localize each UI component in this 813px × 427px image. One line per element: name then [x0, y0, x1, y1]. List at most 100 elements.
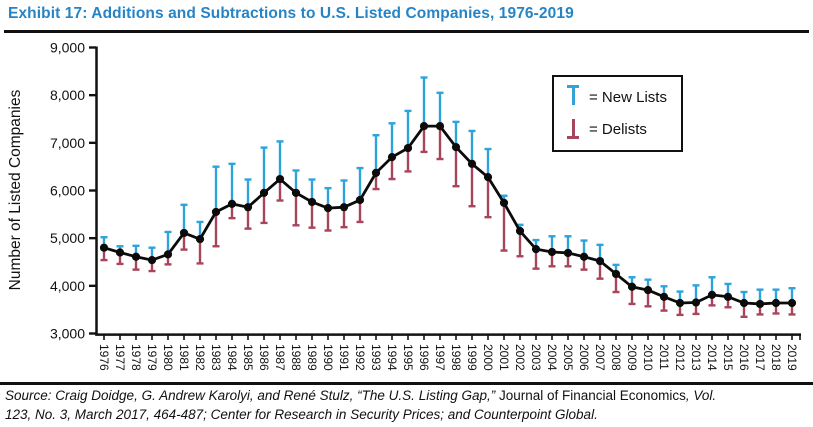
x-tick-label: 1983 — [209, 344, 223, 371]
x-tick-label: 1976 — [97, 344, 111, 371]
chart-legend: = New Lists = Delists — [552, 75, 683, 152]
data-point — [115, 248, 125, 257]
x-tick-label: 2003 — [529, 344, 543, 371]
x-tick-label: 1979 — [145, 344, 159, 371]
source-divider — [0, 382, 813, 385]
data-point — [739, 298, 749, 308]
x-tick-label: 2002 — [513, 344, 527, 371]
x-tick-label: 2009 — [625, 344, 639, 371]
x-tick-label: 1988 — [289, 344, 303, 371]
source-line-2: 123, No. 3, March 2017, 464-487; Center … — [5, 406, 808, 425]
data-point — [99, 243, 109, 252]
page-title: Exhibit 17: Additions and Subtractions t… — [8, 5, 574, 22]
data-point — [499, 198, 509, 207]
data-point — [355, 195, 365, 205]
data-point — [371, 168, 381, 177]
x-tick-label: 2019 — [785, 344, 799, 371]
x-tick-label: 1981 — [177, 344, 191, 371]
x-tick-label: 2011 — [657, 344, 671, 370]
x-tick-label: 1995 — [401, 344, 415, 371]
x-tick-label: 2004 — [545, 344, 559, 371]
data-point — [771, 298, 781, 308]
legend-delists-label: = Delists — [589, 121, 647, 139]
x-tick-label: 2015 — [721, 344, 735, 371]
source-note: Source: Craig Doidge, G. Andrew Karolyi,… — [5, 387, 808, 424]
x-tick-label: 1989 — [305, 344, 319, 371]
x-tick-label: 2006 — [577, 344, 591, 371]
y-tick-label: 6,000 — [50, 183, 85, 199]
data-point — [691, 298, 701, 307]
x-tick-label: 1980 — [161, 344, 175, 371]
data-point — [579, 252, 589, 261]
data-point — [531, 245, 541, 254]
source-text: , Vol. — [685, 388, 717, 403]
x-tick-label: 2000 — [481, 344, 495, 371]
x-tick-label: 2005 — [561, 344, 575, 371]
data-point — [291, 188, 301, 197]
listed-companies-line — [103, 124, 792, 306]
y-tick-label: 7,000 — [50, 135, 85, 151]
x-tick-label: 2014 — [705, 344, 719, 371]
data-point — [211, 207, 221, 217]
x-tick-label: 2001 — [497, 344, 511, 371]
x-tick-label: 1987 — [273, 344, 287, 371]
x-tick-label: 1997 — [433, 344, 447, 371]
data-point — [227, 199, 237, 208]
data-point — [131, 252, 141, 261]
source-text: 123, No. 3, March 2017, 464-487; Center … — [5, 406, 598, 422]
data-point — [595, 256, 605, 266]
data-point — [755, 299, 765, 309]
x-tick-label: 1999 — [465, 344, 479, 371]
data-point — [451, 143, 461, 152]
data-point — [515, 226, 525, 236]
data-point — [483, 173, 493, 182]
x-tick-label: 1996 — [417, 344, 431, 371]
x-tick-label: 2010 — [641, 344, 655, 371]
x-tick-label: 2013 — [689, 344, 703, 371]
x-tick-label: 1984 — [225, 344, 239, 371]
data-point — [643, 286, 653, 295]
y-tick-label: 8,000 — [50, 87, 85, 103]
data-point — [387, 153, 397, 162]
data-point — [707, 290, 717, 299]
x-tick-label: 1982 — [193, 344, 207, 371]
new-lists-whisker-icon — [566, 85, 580, 109]
title-divider — [4, 30, 809, 33]
data-point — [259, 188, 269, 197]
data-point — [675, 298, 685, 308]
y-tick-label: 3,000 — [50, 326, 85, 342]
x-tick-label: 1978 — [129, 344, 143, 371]
source-text: Source: Craig Doidge, G. Andrew Karolyi,… — [5, 388, 499, 403]
y-tick-label: 5,000 — [50, 230, 85, 246]
data-point — [275, 174, 285, 184]
data-point — [659, 292, 669, 301]
data-point — [611, 269, 621, 279]
data-point — [163, 250, 173, 259]
x-tick-label: 1990 — [321, 344, 335, 371]
x-tick-label: 2012 — [673, 344, 687, 371]
x-tick-label: 2016 — [737, 344, 751, 371]
x-tick-label: 1986 — [257, 344, 271, 371]
delists-whisker-icon — [566, 118, 580, 142]
y-axis-title: Number of Listed Companies — [7, 89, 24, 290]
data-point — [403, 143, 413, 153]
x-tick-label: 1993 — [369, 344, 383, 371]
data-point — [419, 122, 429, 131]
x-tick-label: 1977 — [113, 344, 127, 371]
data-point — [147, 255, 157, 265]
data-point — [435, 122, 445, 131]
x-tick-label: 1998 — [449, 344, 463, 371]
data-point — [723, 292, 733, 301]
x-tick-label: 2017 — [753, 344, 767, 371]
data-point — [627, 282, 637, 291]
legend-new-lists-label: = New Lists — [589, 88, 667, 106]
y-tick-label: 9,000 — [50, 40, 85, 56]
data-point — [547, 247, 557, 257]
chart-area: 3,000 4,000 5,000 6,000 7,000 8,000 9,000 1976 1… — [0, 36, 813, 382]
data-point — [339, 203, 349, 212]
data-point — [787, 298, 797, 308]
x-tick-label: 1992 — [353, 344, 367, 371]
x-tick-label: 1991 — [337, 344, 351, 371]
